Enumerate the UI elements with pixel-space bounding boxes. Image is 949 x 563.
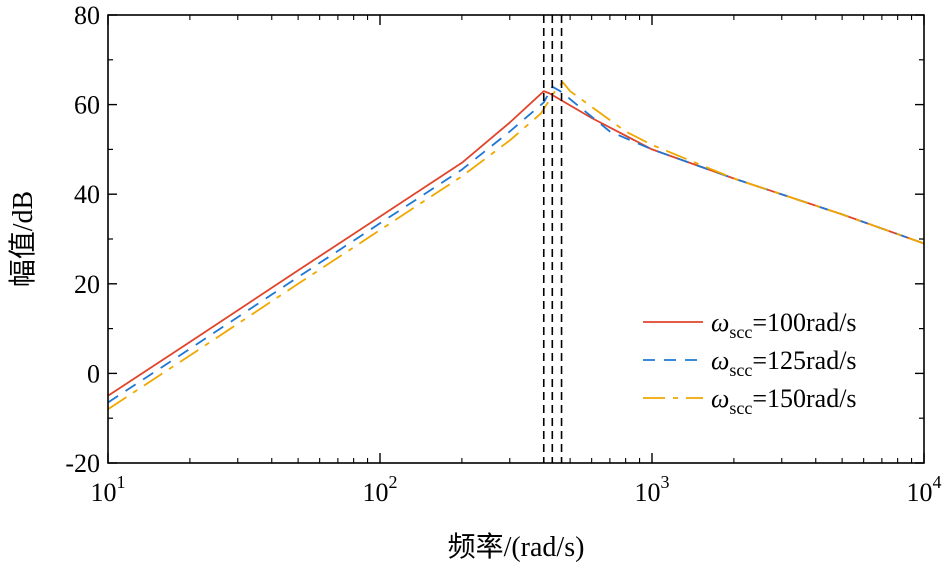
y-tick-label: 0 [87, 359, 100, 388]
ticks-layer [107, 14, 925, 464]
x-tick-label: 102 [363, 472, 398, 507]
x-tick-label: 103 [635, 472, 670, 507]
y-tick-label: 20 [74, 270, 100, 299]
legend-label-3: ωscc=150rad/s [711, 384, 857, 418]
y-tick-label: 60 [74, 91, 100, 120]
labels-layer: -20 0 20 40 60 80 101 102 103 104 [65, 1, 941, 507]
x-axis-title: 频率/(rad/s) [448, 531, 585, 563]
legend-label-2: ωscc=125rad/s [711, 346, 857, 380]
vline-layer [542, 15, 563, 463]
x-tick-label: 104 [907, 472, 942, 507]
y-tick-label: 80 [74, 1, 100, 30]
x-tick-label: 101 [91, 472, 126, 507]
y-tick-label: -20 [65, 449, 100, 478]
y-axis-title: 幅值/dB [7, 191, 39, 287]
series-layer [107, 81, 925, 410]
series-line-3 [107, 81, 925, 410]
y-tick-label: 40 [74, 180, 100, 209]
legend: ωscc=100rad/s ωscc=125rad/s ωscc=150rad/s [643, 308, 857, 418]
legend-label-1: ωscc=100rad/s [711, 308, 857, 342]
